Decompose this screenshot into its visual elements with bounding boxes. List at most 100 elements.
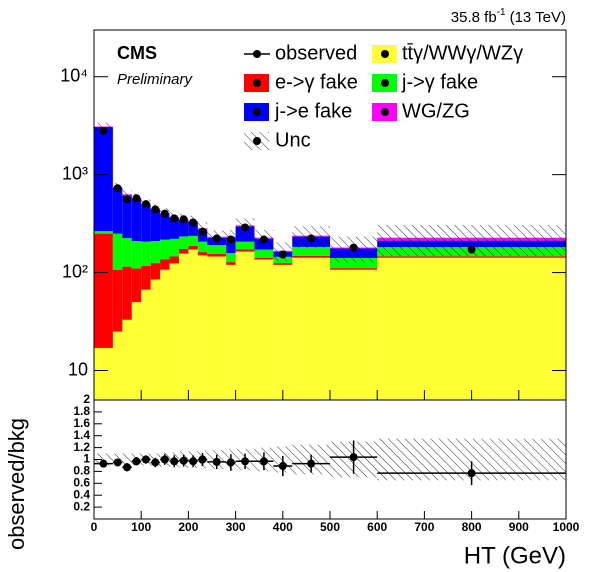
x-tick-label: 1000 [553, 520, 580, 534]
legend-label: e->γ fake [275, 71, 358, 93]
cms-extra: Preliminary [117, 71, 194, 88]
stack-segment [188, 245, 198, 250]
observed-point [349, 243, 358, 252]
stack-segment [94, 233, 113, 348]
observed-point [113, 184, 122, 193]
ratio-y-tick-label: 0.8 [73, 464, 90, 478]
lumi-label: 35.8 fb-1 (13 TeV) [451, 7, 566, 26]
stack-segment [122, 319, 132, 400]
stack-segment [94, 347, 113, 400]
stack-segment [377, 256, 566, 258]
stack-segment [226, 264, 236, 400]
ratio-point [99, 459, 108, 468]
legend-marker [381, 79, 389, 87]
observed-point [259, 235, 268, 244]
legend-label: j->γ fake [401, 71, 478, 93]
ratio-uncertainty-band [122, 453, 132, 466]
x-tick-label: 0 [91, 520, 98, 534]
stack-segment [112, 269, 123, 332]
y-tick-label: 10⁴ [60, 65, 88, 85]
stack-segment [169, 256, 179, 264]
main-plot [94, 122, 566, 400]
stack-segment [235, 251, 255, 400]
stack-segment [150, 279, 161, 400]
stack-segment [254, 259, 274, 400]
stack-segment [226, 253, 236, 263]
stack-segment [188, 249, 198, 400]
stack-segment [226, 262, 236, 265]
ratio-point [307, 459, 316, 468]
stack-segment [207, 256, 227, 400]
x-tick-label: 800 [462, 520, 482, 534]
stack-segment [330, 269, 378, 400]
stack-segment [131, 198, 142, 242]
ratio-point [160, 455, 169, 464]
y-tick-label: 10³ [62, 163, 88, 183]
stack-segment [197, 241, 208, 253]
cms-label: CMS [117, 43, 157, 63]
stack-segment [131, 302, 142, 400]
stack-segment [122, 195, 132, 239]
ratio-point [141, 455, 150, 464]
stack-segment [150, 263, 161, 280]
stack-segment [273, 263, 293, 265]
ratio-y-tick-label: 0.4 [73, 487, 90, 501]
observed-point [307, 234, 316, 243]
observed-point [467, 245, 476, 254]
x-tick-label: 700 [414, 520, 434, 534]
observed-point [151, 205, 160, 214]
stack-segment [226, 237, 236, 254]
stack-segment [178, 236, 189, 250]
legend-marker [253, 79, 261, 87]
uncertainty-band [94, 122, 113, 132]
ratio-point [259, 457, 268, 466]
stack-segment [197, 252, 208, 256]
stack-segment [94, 127, 113, 232]
x-tick-label: 400 [273, 520, 293, 534]
stack-segment [292, 257, 330, 400]
x-tick-label: 200 [178, 520, 198, 534]
stack-segment [169, 263, 179, 400]
x-tick-label: 600 [367, 520, 387, 534]
stack-segment [377, 257, 566, 400]
stack-segment [169, 238, 179, 257]
stack-segment [169, 217, 179, 239]
uncertainty-band [122, 190, 132, 199]
observed-point [123, 195, 132, 204]
stack-segment [122, 238, 132, 267]
observed-point [241, 223, 250, 232]
stack-segment [141, 265, 151, 290]
x-axis-title: HT (GeV) [464, 542, 566, 569]
observed-point [170, 214, 179, 223]
legend-label: tt̄γ/WWγ/WZγ [402, 42, 523, 64]
ratio-y-tick-label: 1 [83, 452, 90, 466]
stack-segment [197, 255, 208, 400]
stack-segment [122, 266, 132, 320]
x-tick-label: 100 [131, 520, 151, 534]
observed-point [132, 194, 141, 203]
ratio-point [212, 457, 221, 466]
stack-segment [254, 249, 274, 258]
legend-label: j->e fake [274, 100, 352, 122]
ratio-y-tick-label: 0.2 [73, 499, 90, 513]
legend-marker [253, 137, 261, 145]
stack-segment [235, 241, 255, 250]
stack-segment [178, 253, 189, 400]
lumi-superscript: -1 [497, 7, 506, 18]
stack-segment [112, 233, 123, 270]
stack-segment [207, 253, 227, 257]
legend-marker [381, 108, 389, 116]
stack-segment [160, 239, 170, 260]
ratio-point [278, 462, 287, 471]
legend-label: WG/ZG [402, 100, 470, 122]
stack-segment [178, 220, 189, 237]
x-tick-label: 900 [509, 520, 529, 534]
lumi-text: 35.8 fb [451, 9, 497, 26]
observed-point [160, 209, 169, 218]
stack-segment [131, 268, 142, 303]
legend-label: Unc [275, 129, 311, 151]
ratio-point [198, 455, 207, 464]
ratio-point [179, 456, 188, 465]
ratio-y-tick-label: 1.6 [73, 416, 90, 430]
stack-segment [141, 204, 151, 242]
